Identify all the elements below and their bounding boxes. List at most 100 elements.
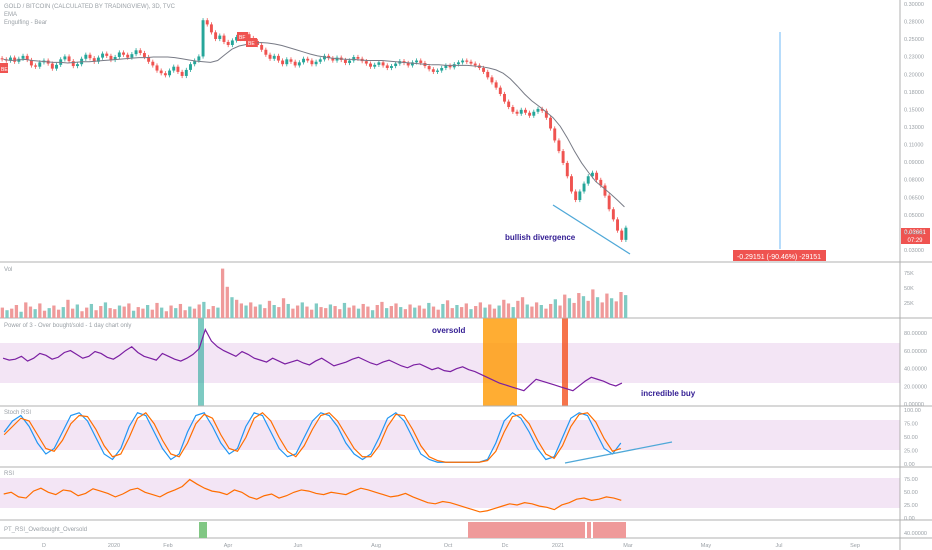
candle-body [356,57,360,59]
candle-body [9,57,12,61]
candle-body [197,56,201,61]
candle-body [289,59,293,62]
volume-bar [235,299,239,318]
price-tick: 0.30000 [904,2,924,8]
volume-bar [427,302,431,318]
candle-body [163,73,167,76]
volume-bar [80,311,84,318]
candle-body [507,101,511,108]
time-tick: Aug [371,543,381,549]
time-tick: Jun [294,543,303,549]
volume-bar [502,299,506,318]
candle-body [369,63,372,67]
volume-bar [511,307,515,318]
candle-body [189,64,192,70]
candle-body [419,60,423,63]
candle-body [306,58,310,61]
volume-bar [347,307,351,318]
candle-body [247,34,251,39]
stoch-tick: 50.00 [904,435,918,441]
candle-body [318,59,322,62]
rsi-tick: 75.00 [904,477,918,483]
volume-bar [188,306,192,318]
stoch-divergence-line [564,441,673,464]
candle-body [235,37,239,41]
price-axis: 0.30000 0.28000 0.25000 0.23000 0.20000 0.180… [904,2,924,254]
os-bar-red [468,522,626,538]
candle-body [490,77,494,83]
stoch-axis: 100.00 75.00 50.00 25.00 0.00 [904,408,921,468]
volume-bar [497,305,501,318]
volume-bar [492,308,497,318]
volume-bar [324,308,328,318]
volume-bar [239,303,243,318]
candle-body [436,70,439,72]
candle-body [214,32,218,39]
power-axis: 80.00000 60.00000 40.00000 20.00000 0.00000 [904,331,927,408]
candle-body [461,60,465,63]
volume-bar [99,306,103,318]
volume-bar [488,304,492,318]
volume-bar [141,308,145,318]
candle-body [620,230,624,240]
volume-bar [216,307,220,318]
volume-bar [75,304,79,318]
volume-tick: 25K [904,301,914,307]
candle-body [310,60,314,65]
time-tick: 2020 [108,543,120,549]
candle-body [230,40,234,45]
volume-bar [356,308,361,318]
candle-body [193,60,197,65]
candle-body [314,61,318,65]
candle-body [21,55,25,59]
volume-bar [42,310,47,318]
candle-body [126,54,130,58]
rsi-band [0,478,900,508]
bullish-divergence-note: bullish divergence [505,233,576,242]
candle-body [519,109,523,114]
price-tick: 0.25000 [904,37,924,43]
volume-bar [478,302,483,318]
volume-bar [469,309,473,318]
volume-bar [47,308,51,318]
price-tick: 0.05000 [904,213,924,219]
candle-body [101,53,105,58]
candle-body [486,71,490,78]
time-tick: May [701,543,712,549]
candle-body [176,66,180,72]
power-tick: 60.00000 [904,349,927,355]
ema-line [3,41,625,208]
volume-bar [624,295,628,318]
candle-body [536,108,540,112]
candle-body [544,110,548,118]
candle-body [67,56,71,62]
os-gap-1 [585,522,587,538]
candle-body [465,60,469,62]
stoch-tick: 0.00 [904,462,915,468]
volume-bar [609,298,614,318]
volume-bar [89,303,94,318]
candle-body [364,61,368,64]
volume-bar [483,307,487,318]
volume-bar [459,307,464,318]
volume-bar [174,308,178,318]
header-ema: EMA [4,12,17,18]
volume-bar [66,299,70,318]
volume-bar [131,310,136,318]
rsi-tick: 0.00 [904,516,915,522]
volume-bar [244,305,248,318]
candle-body [532,111,536,116]
volume-bar [591,289,595,318]
volume-bar [150,309,154,318]
volume-bar [263,308,267,318]
volume-bar [553,299,557,318]
candle-body [603,185,607,196]
power-tick: 80.00000 [904,331,927,337]
countdown-tag [901,236,930,244]
volume-bar [464,303,468,318]
volume-bar [380,301,384,318]
candle-body [109,55,113,60]
volume-bar [600,302,604,318]
volume-tick: 75K [904,271,914,277]
